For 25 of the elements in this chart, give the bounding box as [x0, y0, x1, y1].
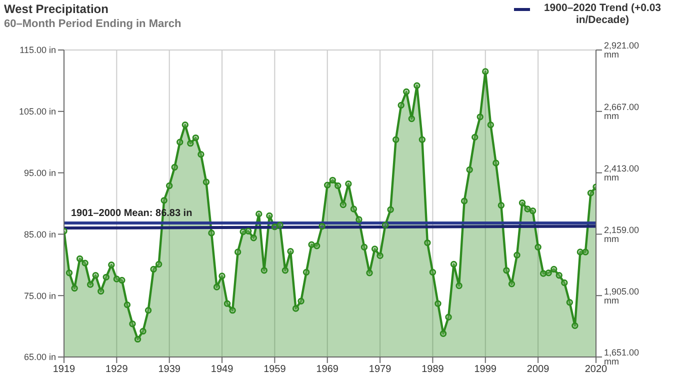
y2-tick-label: 1,905.00 mm	[604, 286, 640, 306]
x-tick-label: 1959	[264, 364, 286, 376]
y-tick-label: 115.00 in	[20, 45, 56, 56]
y-tick-label: 85.00 in	[24, 229, 56, 240]
y2-tick-label: 2,159.00 mm	[604, 224, 640, 244]
x-tick-label: 1919	[52, 364, 76, 376]
y2-tick-label: 2,667.00 mm	[604, 102, 640, 122]
chart-title: West Precipitation	[4, 2, 108, 16]
y2-tick-label: 2,921.00 mm	[604, 40, 640, 60]
x-tick-label: 2020	[584, 364, 608, 376]
x-tick-label: 1949	[210, 364, 234, 376]
x-tick-label: 1989	[422, 364, 444, 376]
y-tick-label: 65.00 in	[24, 352, 56, 362]
y-tick-label: 105.00 in	[18, 106, 56, 117]
y-tick-label: 95.00 in	[24, 168, 56, 178]
chart-subtitle: 60–Month Period Ending in March	[4, 18, 182, 30]
x-tick-label: 1939	[158, 364, 181, 376]
y-tick-label: 75.00 in	[24, 290, 56, 301]
y2-tick-label: 2,413.00 mm	[604, 163, 640, 182]
x-tick-label: 2009	[526, 364, 550, 376]
x-tick-label: 1969	[316, 364, 339, 376]
x-tick-label: 1979	[368, 364, 392, 376]
x-tick-label: 1999	[474, 364, 497, 376]
legend-label: 1900–2020 Trend (+0.03 in/Decade)	[542, 2, 662, 26]
x-tick-label: 1929	[106, 364, 128, 376]
